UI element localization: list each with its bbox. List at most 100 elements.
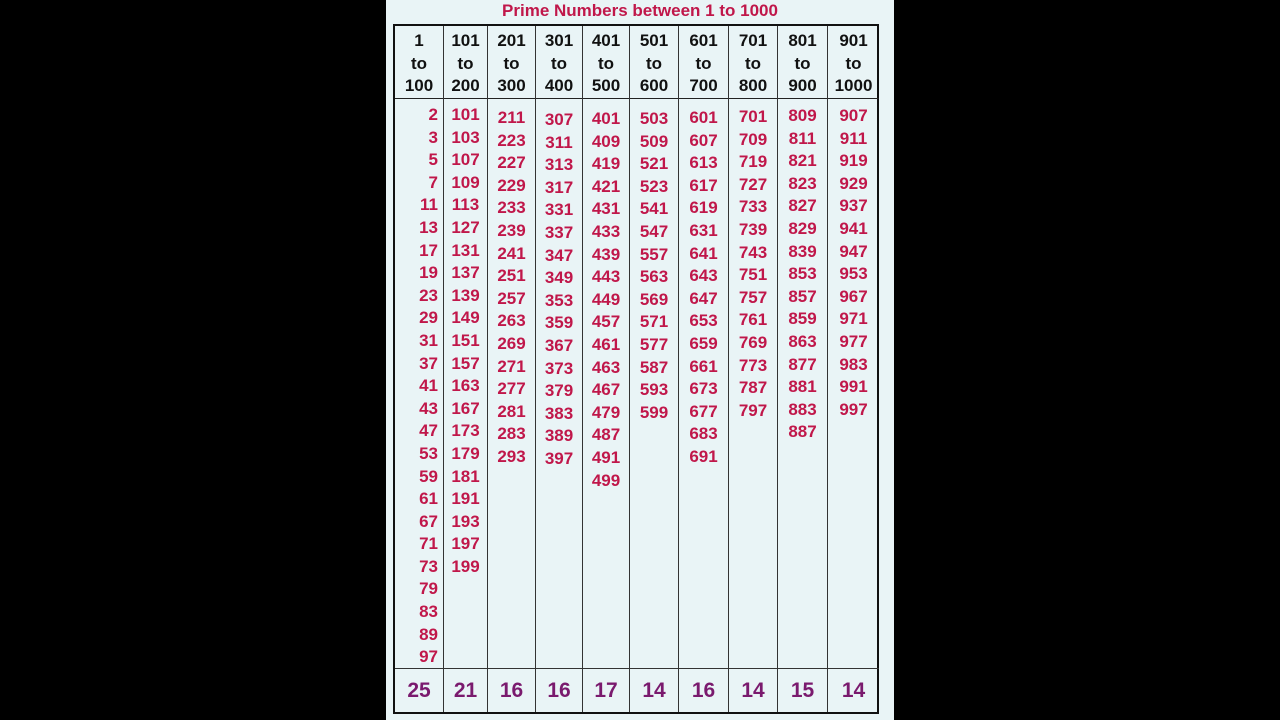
prime-number: 67	[419, 511, 438, 531]
prime-number: 157	[451, 353, 480, 373]
prime-number: 139	[451, 285, 480, 305]
column-header-line: 600	[639, 76, 669, 95]
prime-number: 11	[420, 195, 438, 215]
prime-number: 977	[839, 331, 868, 351]
prime-number: 691	[689, 446, 718, 466]
prime-number: 601	[689, 108, 718, 127]
prime-number: 419	[591, 154, 621, 174]
column-header-line: 700	[689, 76, 718, 95]
column-header-line: 201	[497, 31, 526, 50]
prime-number: 563	[639, 267, 669, 287]
prime-number: 647	[689, 288, 718, 308]
prime-number: 37	[419, 353, 438, 373]
prime-number: 463	[591, 357, 621, 377]
prime-number: 929	[839, 173, 868, 193]
column-header-line: 300	[497, 76, 526, 95]
column-header-line: 901	[839, 31, 868, 50]
prime-number: 811	[788, 128, 817, 148]
prime-number: 557	[639, 244, 669, 264]
prime-number: 59	[419, 466, 438, 486]
column-header-line: 101	[451, 31, 480, 50]
prime-number: 613	[689, 153, 718, 173]
prime-count: 14	[828, 668, 879, 715]
prime-number: 971	[839, 309, 868, 329]
prime-number: 73	[419, 556, 438, 576]
table-column: 901 to 1000 907 911 919 929 937 941 947 953 967 971 9…	[827, 26, 879, 712]
prime-count: 16	[679, 668, 728, 715]
prime-number: 739	[738, 219, 768, 239]
prime-list: 211 223 227 229 233 239 241 251 257 263 269 271 277 2…	[488, 107, 535, 469]
prime-number: 103	[451, 127, 480, 147]
column-header-line: 500	[591, 76, 621, 95]
table-column: 401 to 500 401 409 419 421 431 433 439 443 449 457 46…	[582, 26, 629, 712]
prime-number: 863	[788, 331, 817, 351]
prime-list: 503 509 521 523 541 547 557 563 569 571 577 587 593 5…	[630, 108, 678, 424]
prime-number: 641	[689, 243, 718, 263]
prime-number: 727	[738, 174, 768, 194]
column-header-line: 801	[788, 31, 817, 50]
prime-number: 919	[839, 151, 868, 171]
prime-number: 967	[839, 286, 868, 306]
prime-number: 499	[591, 470, 621, 490]
prime-number: 487	[591, 425, 621, 445]
prime-number: 3	[428, 127, 438, 147]
prime-number: 41	[419, 376, 438, 396]
prime-list: 907 911 919 929 937 941 947 953 967 971 977 983 991 9…	[828, 105, 879, 421]
prime-number: 113	[451, 195, 480, 215]
prime-number: 887	[788, 422, 817, 442]
column-header-line: to	[845, 53, 862, 73]
prime-number: 197	[451, 534, 480, 554]
prime-number: 17	[419, 240, 438, 260]
prime-list: 307 311 313 317 331 337 347 349 353 359 367 373 379 3…	[536, 109, 582, 471]
prime-number: 653	[689, 311, 718, 331]
prime-number: 163	[451, 376, 480, 396]
column-header: 1 to 100	[395, 26, 443, 99]
prime-number: 541	[639, 199, 669, 219]
prime-number: 179	[451, 443, 480, 463]
prime-list: 2 3 5 7 11 13 17 19 23 29 31 37 41 43 47 53 59 61 67 71 73 79…	[395, 104, 443, 669]
prime-chart-sheet: Prime Numbers between 1 to 1000 1 to 100 2 3…	[386, 0, 894, 720]
prime-number: 347	[544, 245, 574, 265]
prime-number: 953	[839, 264, 868, 284]
prime-number: 997	[839, 399, 868, 419]
prime-number: 373	[544, 358, 574, 378]
prime-number: 421	[591, 176, 621, 196]
table-column: 801 to 900 809 811 821 823 827 829 839 853 857 859 86…	[777, 26, 827, 712]
prime-number: 751	[738, 265, 768, 285]
prime-number: 619	[689, 198, 718, 218]
prime-number: 293	[497, 446, 526, 466]
prime-number: 773	[738, 355, 768, 375]
prime-number: 13	[419, 217, 438, 237]
prime-number: 577	[639, 334, 669, 354]
column-header-line: to	[550, 53, 568, 73]
prime-count: 15	[778, 668, 827, 715]
table-column: 301 to 400 307 311 313 317 331 337 347 349 353 359 36…	[535, 26, 582, 712]
prime-count: 14	[729, 668, 777, 715]
prime-number: 839	[788, 241, 817, 261]
prime-number: 7	[428, 172, 438, 192]
column-header: 801 to 900	[778, 26, 827, 99]
prime-number: 251	[497, 266, 526, 286]
column-header-line: to	[410, 53, 428, 73]
prime-number: 19	[419, 263, 438, 283]
column-header-line: to	[457, 53, 474, 73]
prime-number: 617	[689, 175, 718, 195]
column-header-line: to	[645, 53, 663, 73]
column-header: 701 to 800	[729, 26, 777, 99]
prime-number: 337	[544, 222, 574, 242]
column-header-line: to	[744, 53, 762, 73]
prime-number: 307	[544, 110, 574, 129]
prime-number: 631	[689, 220, 718, 240]
prime-number: 673	[689, 379, 718, 399]
prime-number: 449	[591, 289, 621, 309]
prime-number: 593	[639, 380, 669, 400]
prime-number: 379	[544, 381, 574, 401]
prime-number: 827	[788, 196, 817, 216]
prime-list: 601 607 613 617 619 631 641 643 647 653 659 661 673 6…	[679, 107, 728, 469]
prime-number: 101	[451, 105, 480, 124]
prime-number: 439	[591, 244, 621, 264]
prime-number: 599	[639, 402, 669, 422]
column-header-line: to	[597, 53, 615, 73]
column-header-line: 100	[404, 76, 434, 95]
prime-number: 383	[544, 403, 574, 423]
